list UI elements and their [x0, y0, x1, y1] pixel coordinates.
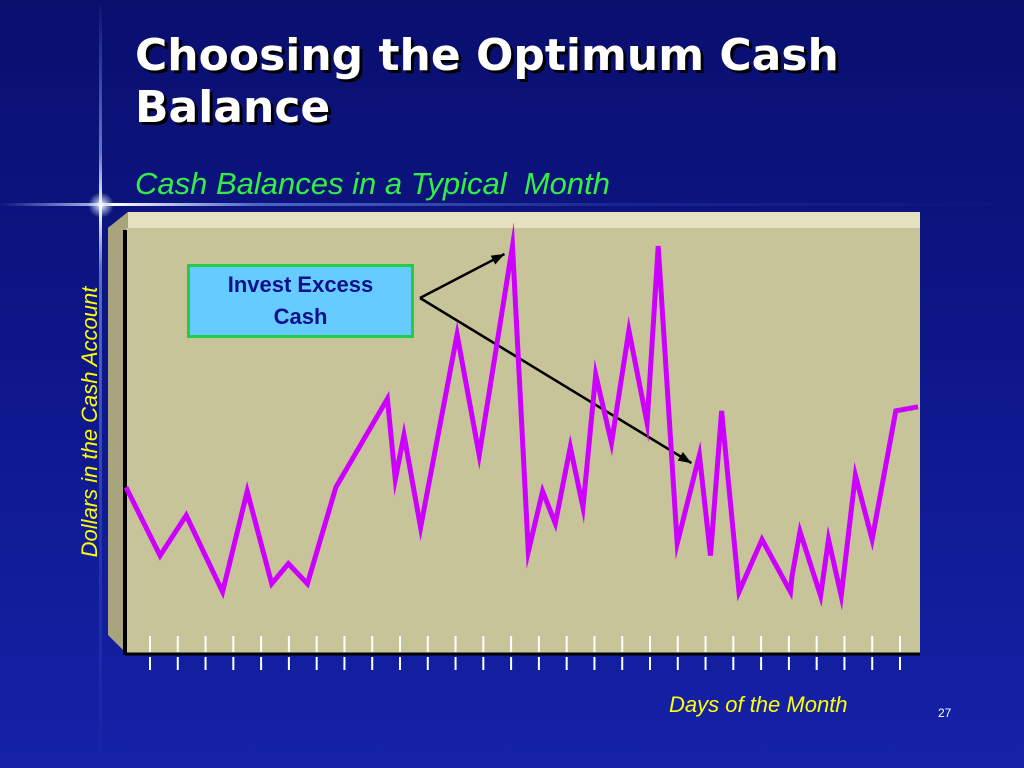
decorative-vertical-line: [99, 0, 102, 768]
plot-top-face: [108, 212, 920, 228]
page-number: 27: [938, 706, 952, 720]
chart-title: Cash Balances in a Typical Month: [135, 166, 610, 201]
cash-balance-line: [123, 222, 919, 611]
invest-excess-cash-callout: Invest Excess Cash: [187, 264, 414, 338]
decorative-horizontal-line: [0, 203, 1024, 206]
decorative-light-flare: [88, 192, 114, 218]
callout-arrow-head: [677, 452, 692, 464]
x-axis-ticks: [149, 636, 901, 670]
y-axis-label: Dollars in the Cash Account: [77, 286, 102, 558]
x-axis-label: Days of the Month: [669, 692, 848, 717]
slide-title: Choosing the Optimum Cash Balance: [135, 30, 839, 133]
callout-arrows: [419, 252, 693, 465]
callout-arrow-line: [419, 252, 506, 300]
callout-arrow-head: [490, 254, 505, 265]
callout-arrow-line: [419, 296, 693, 465]
